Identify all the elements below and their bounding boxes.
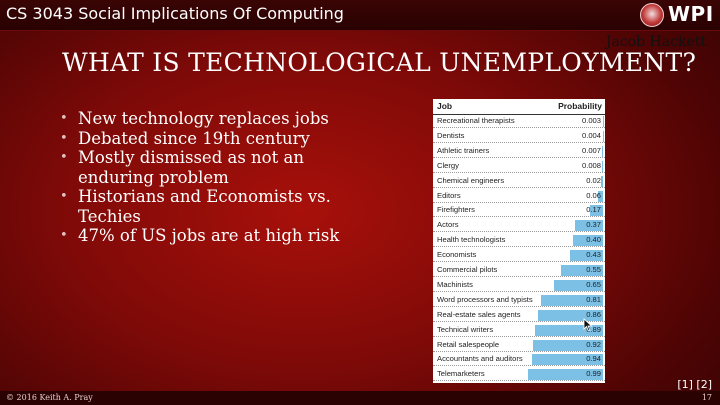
probability-value: 0.007 <box>581 145 601 155</box>
probability-value: 0.43 <box>586 250 601 260</box>
probability-bar <box>553 279 603 291</box>
table-header: Job Probability <box>433 99 605 115</box>
probability-value: 0.02 <box>586 175 601 185</box>
probability-bar <box>572 235 603 247</box>
bullet-icon: • <box>60 111 68 126</box>
course-title: CS 3043 Social Implications Of Computing <box>6 4 344 23</box>
probability-value: 0.008 <box>581 160 601 170</box>
table-row: Athletic trainers 0.007 <box>433 145 605 158</box>
probability-value: 0.004 <box>581 130 601 140</box>
bullet-item: • New technology replaces jobs <box>60 109 329 128</box>
job-name: Word processors and typists <box>437 294 533 304</box>
job-name: Real-estate sales agents <box>437 309 521 319</box>
job-name: Dentists <box>437 130 465 140</box>
bullet-icon: • <box>60 130 68 146</box>
footer-bar: © 2016 Keith A. Pray 17 <box>0 391 720 405</box>
job-name: Machinists <box>437 279 473 289</box>
table-row: Clergy 0.008 <box>433 160 605 173</box>
probability-bar <box>574 220 603 232</box>
probability-bar <box>533 339 603 351</box>
table-row: Chemical engineers 0.02 <box>433 175 605 188</box>
probability-bar <box>561 265 603 276</box>
probability-value: 0.06 <box>586 190 601 200</box>
bullet-item: • Historians and Economists vs. Techies <box>60 187 331 226</box>
table-row: Real-estate sales agents 0.86 <box>433 309 605 322</box>
table-row: Editors 0.06 <box>433 190 605 203</box>
logo-text: WPI <box>668 2 714 26</box>
probability-value: 0.89 <box>586 324 601 334</box>
table-row: Health technologists 0.40 <box>433 234 605 248</box>
probability-bar <box>570 250 603 262</box>
probability-bar <box>602 145 603 157</box>
slide-title: WHAT IS TECHNOLOGICAL UNEMPLOYMENT? <box>62 48 697 77</box>
probability-bar <box>537 309 603 321</box>
job-name: Athletic trainers <box>437 145 490 155</box>
header-probability: Probability <box>558 101 602 111</box>
table-row: Dentists 0.004 <box>433 130 605 143</box>
probability-value: 0.99 <box>586 369 601 379</box>
wpi-logo: WPI <box>640 2 718 28</box>
bullet-icon: • <box>60 189 68 204</box>
job-name: Editors <box>437 190 461 200</box>
bullet-icon: • <box>60 150 68 165</box>
table-row: Machinists 0.65 <box>433 279 605 292</box>
probability-value: 0.65 <box>586 279 601 289</box>
job-name: Health technologists <box>437 235 506 245</box>
bullet-item: • 47% of US jobs are at high risk <box>60 226 340 245</box>
wpi-seal-icon <box>640 3 664 27</box>
job-name: Economists <box>437 250 477 260</box>
probability-value: 0.37 <box>586 220 601 230</box>
table-row: Commercial pilots 0.55 <box>433 264 605 277</box>
probability-bar <box>590 205 603 217</box>
author-name: Jacob Hackett <box>605 34 706 50</box>
page-number: 17 <box>701 393 712 402</box>
job-name: Clergy <box>437 160 459 170</box>
probability-value: 0.92 <box>586 339 601 349</box>
probability-value: 0.55 <box>586 265 601 274</box>
job-name: Technical writers <box>437 324 494 334</box>
bullet-list: • New technology replaces jobs • Debated s… <box>60 109 350 246</box>
table-row: Accountants and auditors 0.94 <box>433 353 605 367</box>
bullet-item: • Debated since 19th century <box>60 128 310 148</box>
references: [1] [2] <box>677 378 712 391</box>
job-name: Firefighters <box>437 205 475 215</box>
table-row: Retail salespeople 0.92 <box>433 339 605 352</box>
table-row: Technical writers 0.89 <box>433 324 605 337</box>
table-row: Word processors and typists 0.81 <box>433 294 605 307</box>
probability-value: 0.81 <box>586 294 601 304</box>
header-job: Job <box>437 101 453 111</box>
job-name: Commercial pilots <box>437 265 498 274</box>
probability-value: 0.94 <box>586 354 601 364</box>
probability-bar <box>527 369 603 381</box>
probability-bar <box>598 190 603 202</box>
table-row: Economists 0.43 <box>433 249 605 263</box>
bullet-icon: • <box>60 228 68 243</box>
mouse-cursor-icon <box>583 318 593 332</box>
probability-bar <box>535 324 603 336</box>
probability-value: 0.17 <box>586 205 601 215</box>
probability-bar <box>531 354 603 366</box>
probability-value: 0.86 <box>586 309 601 319</box>
job-probability-table: Job Probability Recreational therapists 0… <box>433 99 605 383</box>
table-row: Recreational therapists 0.003 <box>433 115 605 128</box>
probability-bar <box>601 175 603 187</box>
header-bar: CS 3043 Social Implications Of Computing… <box>0 0 720 31</box>
bullet-item: • Mostly dismissed as not an enduring pro… <box>60 148 304 187</box>
job-name: Accountants and auditors <box>437 354 523 364</box>
probability-value: 0.003 <box>581 116 601 125</box>
job-name: Recreational therapists <box>437 116 515 125</box>
table-row: Telemarketers 0.99 <box>433 368 605 382</box>
job-name: Retail salespeople <box>437 339 500 349</box>
table-row: Actors 0.37 <box>433 219 605 233</box>
copyright: © 2016 Keith A. Pray <box>6 393 93 402</box>
table-row: Firefighters 0.17 <box>433 204 605 218</box>
job-name: Telemarketers <box>437 369 485 379</box>
job-name: Actors <box>437 220 459 230</box>
probability-bar <box>541 294 603 306</box>
probability-bar <box>602 160 603 172</box>
probability-value: 0.40 <box>586 235 601 245</box>
job-name: Chemical engineers <box>437 175 505 185</box>
